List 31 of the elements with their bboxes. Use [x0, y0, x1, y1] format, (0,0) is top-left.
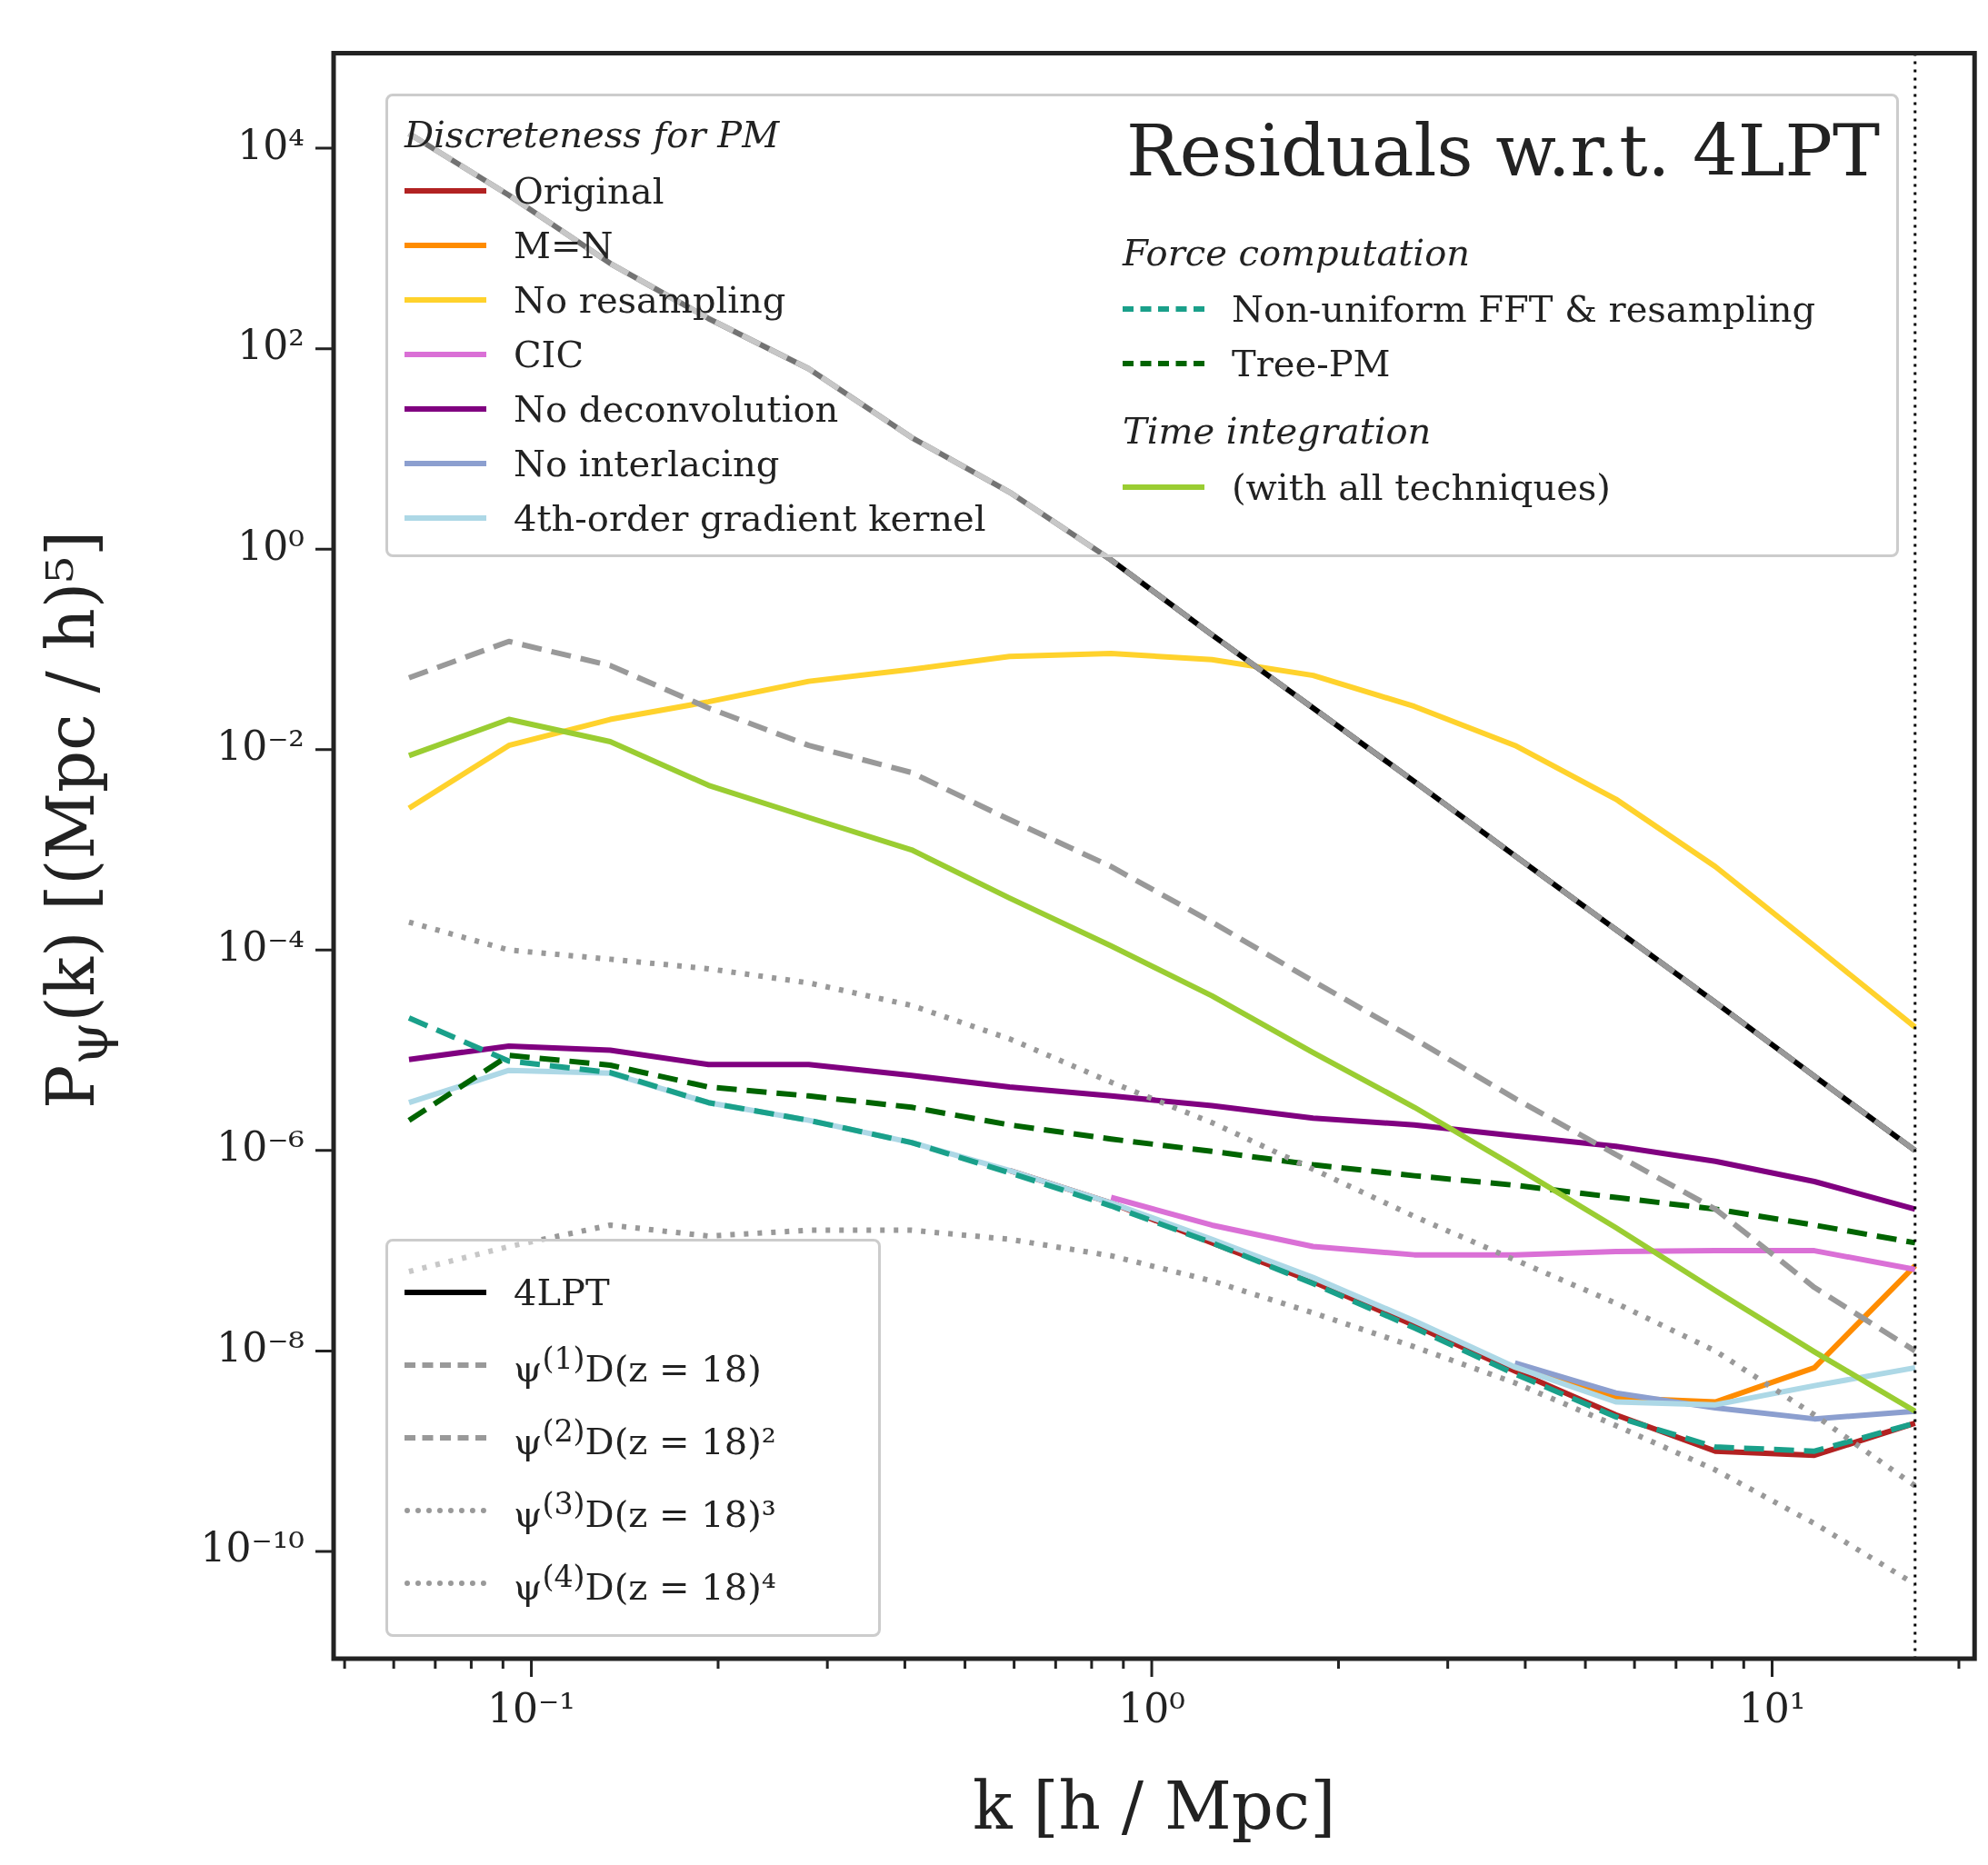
- x-tick-label: 10⁰: [1118, 1684, 1185, 1731]
- legend-label: ψ$^{(4)}$D(z = 18)⁴: [514, 1558, 776, 1609]
- legend-label: ψ$^{(2)}$D(z = 18)²: [514, 1412, 776, 1463]
- legend-label: Non-uniform FFT & resampling: [1232, 288, 1816, 331]
- y-tick-label: 10⁴: [237, 121, 305, 168]
- x-tick-label: 10¹: [1738, 1684, 1806, 1731]
- y-tick-label: 10⁻⁶: [216, 1123, 305, 1171]
- legend-label: Tree-PM: [1232, 343, 1391, 385]
- y-tick-label: 10⁻⁸: [216, 1323, 305, 1371]
- legend-label: CIC: [514, 334, 584, 376]
- legend-label: No deconvolution: [514, 388, 839, 431]
- legend-title: Discreteness for PM: [405, 113, 781, 158]
- legend-label: No resampling: [514, 279, 786, 322]
- legend-label: Original: [514, 170, 664, 213]
- annotation: Force computation: [1123, 231, 1471, 276]
- y-tick-label: 10²: [237, 322, 305, 369]
- legend-label: 4LPT: [514, 1272, 610, 1313]
- annotation: Time integration: [1123, 409, 1433, 454]
- x-axis-title: k [h / Mpc]: [972, 1768, 1336, 1844]
- y-tick-label: 10⁻²: [216, 723, 305, 770]
- legend-label: (with all techniques): [1232, 466, 1611, 509]
- x-tick-label: 10⁻¹: [487, 1684, 575, 1731]
- legend-label: ψ$^{(1)}$D(z = 18): [514, 1340, 762, 1391]
- y-tick-label: 10⁻¹⁰: [200, 1524, 305, 1571]
- y-tick-label: 10⁰: [237, 522, 305, 569]
- legend-label: No interlacing: [514, 443, 780, 485]
- text: Residuals w.r.t. 4LPT: [1125, 109, 1880, 194]
- legend-label: ψ$^{(3)}$D(z = 18)³: [514, 1485, 776, 1536]
- legend-label: 4th-order gradient kernel: [514, 497, 986, 540]
- legend-label: M=N: [514, 224, 614, 267]
- y-tick-label: 10⁻⁴: [216, 923, 305, 970]
